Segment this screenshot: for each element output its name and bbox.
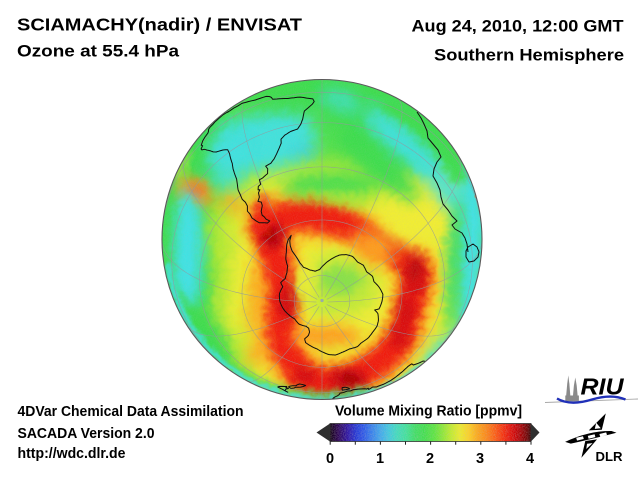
svg-text:1: 1 bbox=[376, 451, 384, 467]
svg-text:Aug 24, 2010, 12:00 GMT: Aug 24, 2010, 12:00 GMT bbox=[412, 17, 625, 36]
svg-text:RIU: RIU bbox=[581, 374, 625, 400]
svg-text:SCIAMACHY(nadir) / ENVISAT: SCIAMACHY(nadir) / ENVISAT bbox=[17, 15, 302, 35]
svg-text:DLR: DLR bbox=[596, 450, 623, 464]
svg-text:4: 4 bbox=[526, 451, 534, 467]
svg-text:SACADA Version 2.0: SACADA Version 2.0 bbox=[18, 426, 155, 442]
svg-text:http://wdc.dlr.de: http://wdc.dlr.de bbox=[18, 446, 126, 462]
svg-text:0: 0 bbox=[326, 451, 334, 467]
svg-text:Volume Mixing Ratio [ppmv]: Volume Mixing Ratio [ppmv] bbox=[335, 404, 522, 420]
svg-text:4DVar Chemical Data Assimilati: 4DVar Chemical Data Assimilation bbox=[18, 404, 244, 420]
svg-text:Southern Hemisphere: Southern Hemisphere bbox=[434, 46, 624, 65]
svg-text:2: 2 bbox=[426, 451, 434, 467]
svg-text:Ozone at 55.4 hPa: Ozone at 55.4 hPa bbox=[17, 42, 180, 61]
svg-text:3: 3 bbox=[476, 451, 484, 467]
